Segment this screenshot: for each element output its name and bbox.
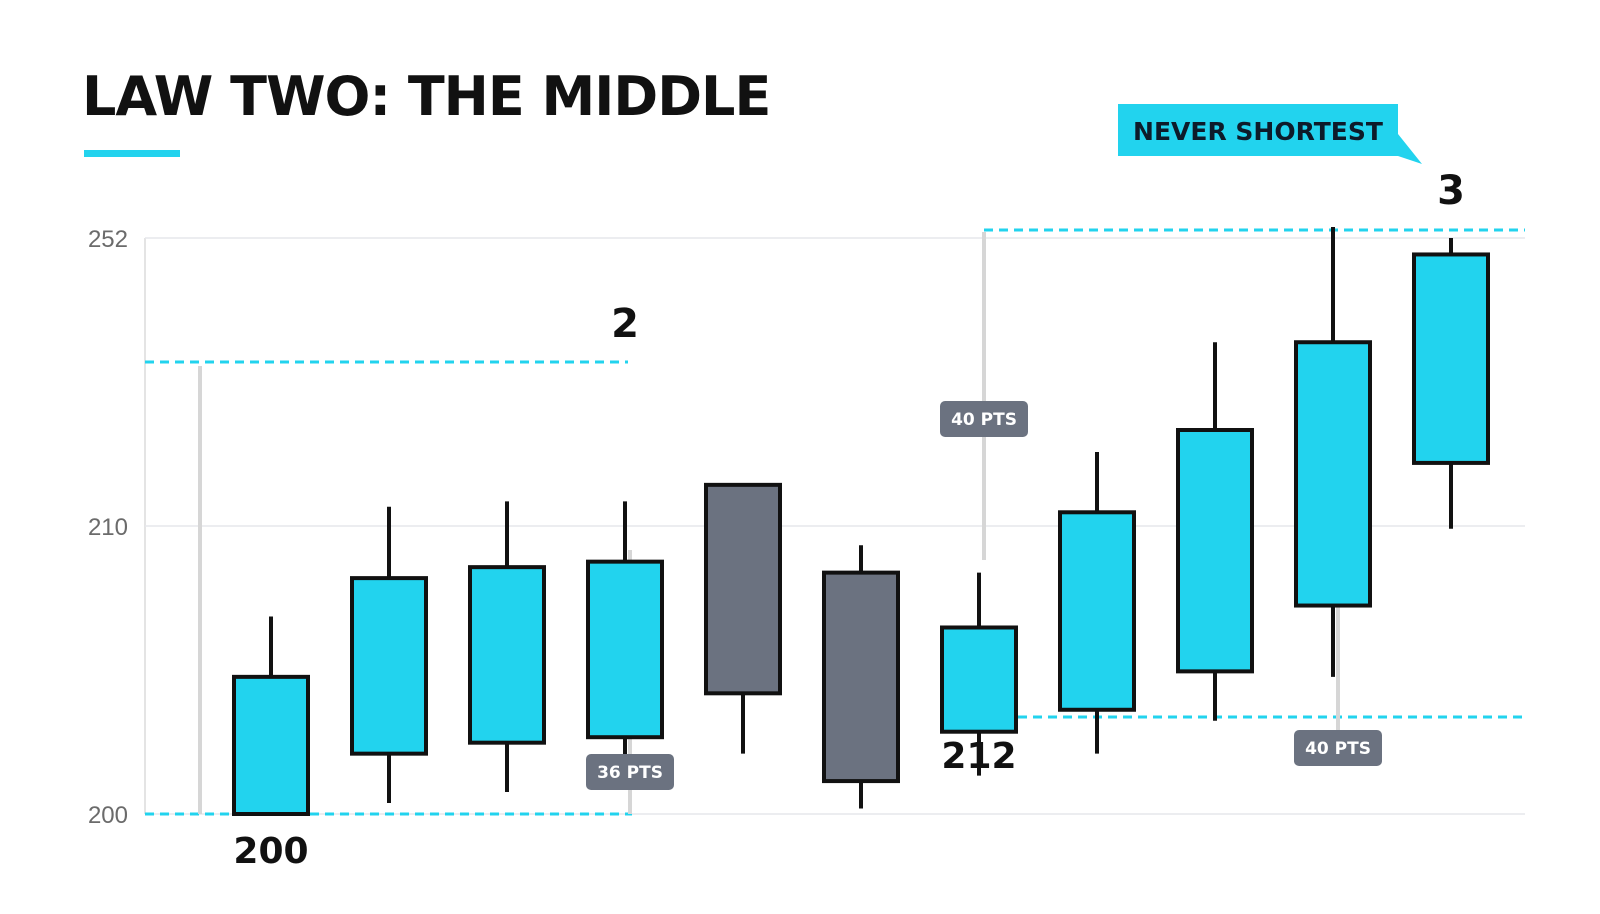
- points-badge-label: 36 PTS: [597, 763, 663, 783]
- y-tick-label: 200: [88, 802, 128, 829]
- points-badge: 36 PTS: [586, 754, 674, 790]
- candle-body: [1412, 252, 1490, 465]
- candle-body: [822, 570, 900, 784]
- wave-label: 3: [1437, 168, 1465, 214]
- points-badge-label: 40 PTS: [1305, 739, 1371, 759]
- candle-body: [350, 576, 428, 756]
- candle-layer: [232, 227, 1490, 816]
- y-tick-label: 252: [88, 226, 128, 253]
- candle: [822, 545, 900, 809]
- candle: [940, 572, 1018, 776]
- label-layer: 200 2 212 3 36 PTS 40 PTS 40 PTS: [233, 168, 1465, 872]
- candle-body: [1176, 428, 1254, 674]
- candle-body: [1294, 340, 1372, 608]
- candle-body: [1058, 510, 1136, 712]
- wave-label: 200: [233, 831, 308, 872]
- candle-body: [468, 565, 546, 745]
- candle-body: [232, 674, 310, 816]
- points-badge-box: [1294, 730, 1382, 766]
- points-badge-box: [586, 754, 674, 790]
- points-badge-label: 40 PTS: [951, 410, 1017, 430]
- candle-body: [586, 559, 664, 740]
- callout-text: NEVER SHORTEST: [1133, 117, 1383, 146]
- points-badge-box: [940, 401, 1028, 437]
- candle: [1058, 451, 1136, 754]
- points-badge: 40 PTS: [1294, 730, 1382, 766]
- candle: [1294, 227, 1372, 677]
- candle: [704, 482, 782, 754]
- points-badge: 40 PTS: [940, 401, 1028, 437]
- wave-label: 2: [611, 301, 639, 347]
- candle: [468, 501, 546, 793]
- candle: [1176, 342, 1254, 721]
- candle: [1412, 238, 1490, 529]
- candle-body: [704, 482, 782, 696]
- callout: NEVER SHORTEST: [1118, 104, 1422, 164]
- y-tick-label: 210: [88, 514, 128, 541]
- candle: [350, 506, 428, 804]
- candle: [232, 616, 310, 816]
- candle: [586, 501, 664, 760]
- candle-body: [940, 625, 1018, 734]
- title-underline: [84, 150, 180, 157]
- wave-label: 212: [941, 736, 1016, 777]
- callout-box: [1118, 104, 1422, 164]
- page-title: LAW TWO: THE MIDDLE: [82, 65, 771, 128]
